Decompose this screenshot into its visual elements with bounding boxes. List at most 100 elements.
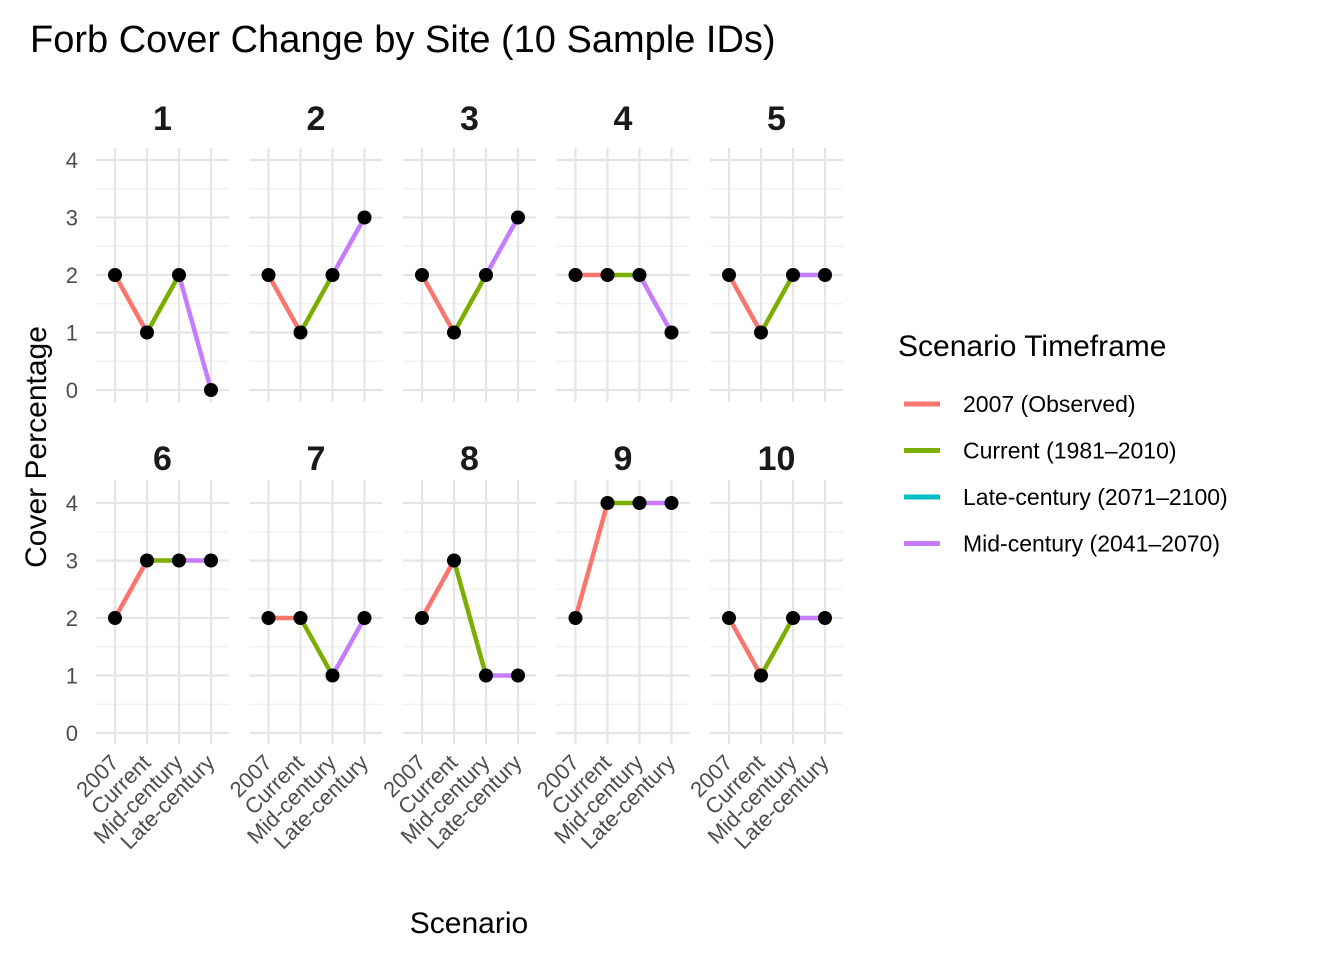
data-point (754, 325, 768, 340)
series-segment (452, 273, 488, 334)
facet-panel-3: 3 (403, 100, 536, 402)
data-point (818, 611, 832, 625)
y-tick-label: 2 (66, 263, 78, 288)
data-point (140, 325, 154, 340)
series-segment (637, 273, 674, 334)
legend-entry-label: Late-century (2071–2100) (963, 484, 1228, 510)
series-segment (298, 616, 335, 677)
data-point (261, 268, 276, 282)
data-point (632, 268, 647, 282)
data-point (632, 496, 647, 510)
data-point (786, 268, 800, 282)
series-segment (113, 559, 149, 620)
data-point (293, 325, 308, 340)
data-point (204, 383, 218, 397)
facet-strip-label: 6 (153, 440, 172, 478)
series-segment (266, 273, 303, 334)
y-tick-label: 1 (66, 664, 78, 689)
data-point (818, 268, 832, 282)
facet-strip-label: 3 (460, 100, 479, 138)
legend-entry-label: 2007 (Observed) (963, 391, 1136, 417)
data-point (600, 268, 615, 282)
data-point (325, 668, 340, 683)
facet-strip-label: 7 (307, 440, 326, 478)
data-point (722, 611, 736, 625)
y-axis-title: Cover Percentage (20, 326, 53, 568)
y-tick-label: 4 (66, 491, 78, 516)
facet-strip-label: 5 (767, 100, 786, 138)
data-point (754, 668, 768, 683)
data-point (479, 668, 493, 683)
data-point (172, 268, 186, 282)
series-segment (451, 559, 489, 677)
data-point (479, 268, 493, 282)
series-segment (330, 216, 367, 277)
series-segment (573, 502, 610, 619)
data-point (172, 553, 186, 568)
series-segment (759, 616, 795, 677)
facet-panel-1: 1 (96, 100, 229, 402)
facet-strip-label: 1 (153, 100, 172, 138)
legend: Scenario Timeframe 2007 (Observed) Curren… (898, 330, 1228, 557)
y-tick-label: 0 (66, 378, 78, 403)
x-axis-title: Scenario (410, 907, 528, 940)
data-point (786, 611, 800, 625)
data-point (204, 553, 218, 568)
data-point (568, 611, 583, 625)
data-point (722, 268, 736, 282)
data-point (325, 268, 340, 282)
series-segment (145, 273, 181, 334)
series-segment (113, 273, 149, 334)
data-point (108, 611, 122, 625)
data-point (511, 668, 525, 683)
facet-strip-label: 10 (758, 440, 796, 478)
data-point (447, 325, 461, 340)
legend-title: Scenario Timeframe (898, 330, 1166, 363)
legend-entry-label: Current (1981–2010) (963, 438, 1177, 464)
data-point (140, 553, 154, 568)
facet-panel-2: 2 (249, 100, 383, 402)
chart-title: Forb Cover Change by Site (10 Sample IDs… (30, 19, 776, 61)
data-point (261, 611, 276, 625)
data-point (568, 268, 583, 282)
y-tick-label: 4 (66, 148, 78, 173)
data-point (511, 210, 525, 225)
data-point (415, 268, 429, 282)
series-segment (298, 273, 335, 334)
data-point (108, 268, 122, 282)
data-point (600, 496, 615, 510)
facet-panel-5: 5 (710, 100, 843, 402)
y-tick-label: 1 (66, 321, 78, 346)
series-segment (484, 216, 520, 277)
legend-entry-label: Mid-century (2041–2070) (963, 531, 1220, 557)
facet-strip-label: 2 (307, 100, 326, 138)
series-segment (420, 559, 456, 620)
y-tick-label: 2 (66, 606, 78, 631)
data-point (415, 611, 429, 625)
data-point (293, 611, 308, 625)
data-point (664, 325, 679, 340)
y-tick-label: 0 (66, 721, 78, 746)
series-segment (727, 273, 763, 334)
series-segment (759, 273, 795, 334)
series-segment (420, 273, 456, 334)
series-segment (176, 274, 214, 391)
data-point (664, 496, 679, 510)
data-point (357, 611, 372, 625)
series-segment (330, 616, 367, 677)
facet-strip-label: 9 (614, 440, 633, 478)
y-tick-label: 3 (66, 206, 78, 231)
data-point (447, 553, 461, 568)
series-segment (727, 616, 763, 677)
facet-strip-label: 4 (614, 100, 633, 138)
y-tick-label: 3 (66, 549, 78, 574)
facet-strip-label: 8 (460, 440, 479, 478)
facet-panel-4: 4 (556, 100, 690, 402)
